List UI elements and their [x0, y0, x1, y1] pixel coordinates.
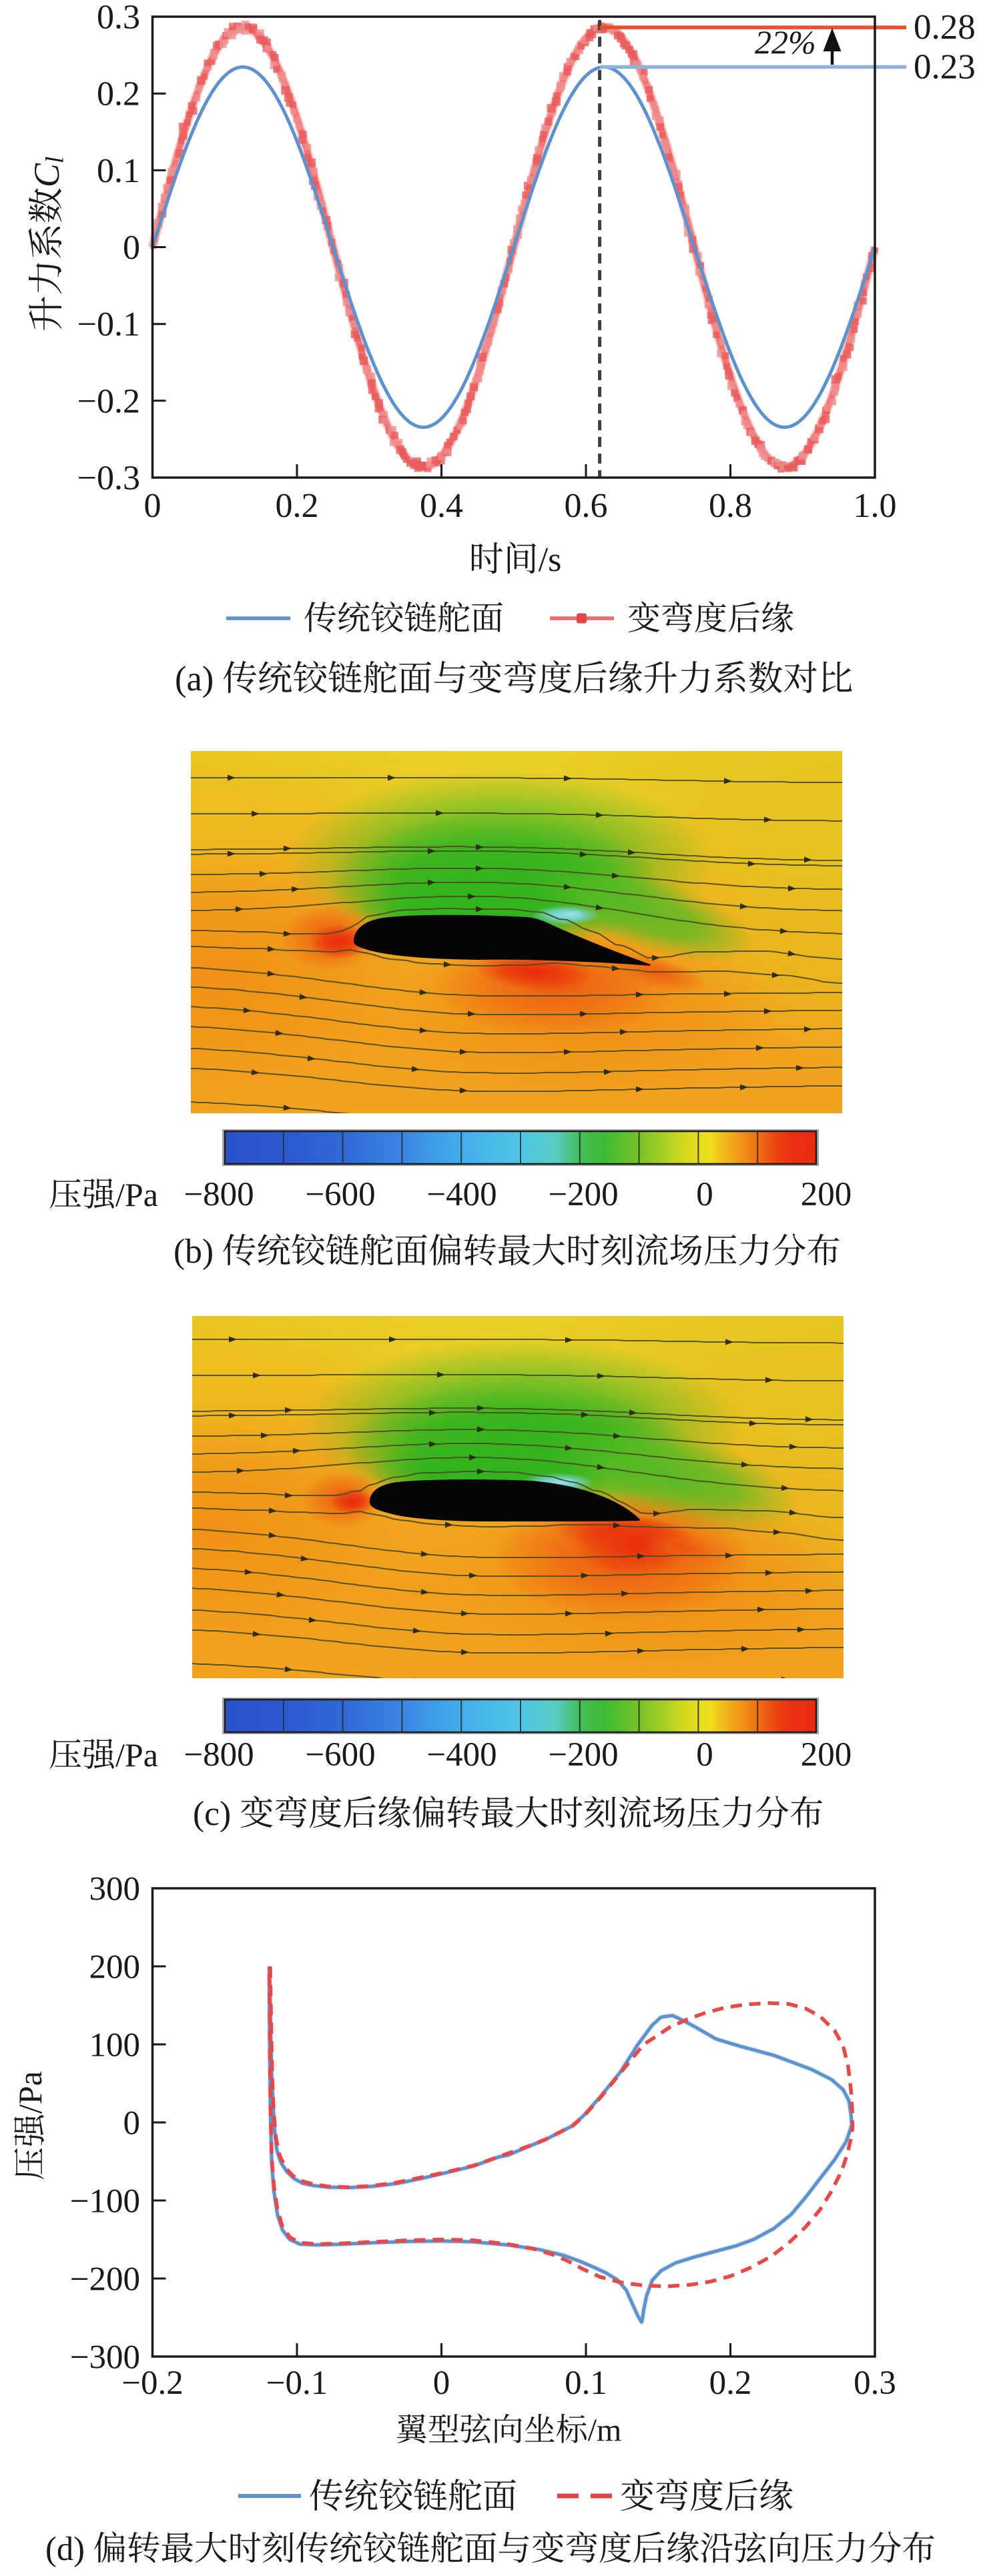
- svg-text:0.8: 0.8: [709, 487, 752, 525]
- svg-text:0.3: 0.3: [854, 2365, 896, 2402]
- svg-text:0.6: 0.6: [565, 487, 608, 525]
- svg-text:−400: −400: [426, 1736, 497, 1774]
- svg-text:200: 200: [801, 1176, 852, 1213]
- svg-text:0: 0: [696, 1176, 713, 1213]
- svg-text:(b): (b): [174, 1233, 214, 1271]
- svg-text:200: 200: [89, 1949, 141, 1986]
- svg-text:−100: −100: [70, 2183, 140, 2220]
- svg-text:C: C: [27, 163, 67, 187]
- svg-text:0.1: 0.1: [565, 2365, 607, 2402]
- svg-text:200: 200: [801, 1736, 852, 1774]
- svg-text:0: 0: [144, 487, 161, 525]
- svg-text:100: 100: [89, 2027, 141, 2064]
- svg-text:0.2: 0.2: [276, 487, 319, 525]
- svg-text:22%: 22%: [755, 23, 816, 61]
- svg-text:l: l: [41, 156, 69, 163]
- svg-text:/Pa: /Pa: [11, 2071, 49, 2114]
- svg-text:/Pa: /Pa: [115, 1736, 158, 1774]
- svg-text:−0.2: −0.2: [121, 2365, 184, 2402]
- svg-text:−600: −600: [305, 1736, 375, 1774]
- svg-text:0.2: 0.2: [709, 2365, 752, 2402]
- svg-text:0.2: 0.2: [97, 75, 140, 113]
- svg-text:/Pa: /Pa: [115, 1176, 158, 1213]
- svg-text:0.28: 0.28: [914, 8, 976, 47]
- svg-text:−400: −400: [426, 1176, 497, 1213]
- svg-text:(a): (a): [175, 660, 214, 698]
- svg-text:1.0: 1.0: [854, 487, 897, 525]
- svg-text:−0.2: −0.2: [77, 382, 140, 420]
- svg-text:−0.1: −0.1: [77, 305, 140, 344]
- svg-text:0.4: 0.4: [420, 487, 463, 525]
- svg-text:0: 0: [123, 2105, 141, 2142]
- svg-text:−600: −600: [305, 1176, 375, 1213]
- svg-text:0: 0: [123, 229, 140, 267]
- svg-text:0: 0: [433, 2365, 450, 2402]
- svg-text:/s: /s: [539, 541, 562, 579]
- svg-text:300: 300: [89, 1871, 141, 1908]
- svg-text:−200: −200: [70, 2261, 140, 2299]
- svg-text:−800: −800: [184, 1176, 254, 1213]
- svg-text:−200: −200: [548, 1736, 618, 1774]
- svg-text:0.3: 0.3: [97, 0, 140, 37]
- svg-text:0: 0: [696, 1736, 713, 1774]
- svg-text:−800: −800: [184, 1736, 254, 1774]
- svg-text:(c): (c): [193, 1795, 231, 1833]
- svg-text:/m: /m: [588, 2413, 622, 2448]
- svg-text:−200: −200: [548, 1176, 618, 1213]
- svg-text:0.23: 0.23: [914, 47, 976, 86]
- svg-text:0.1: 0.1: [97, 152, 140, 190]
- svg-text:(d): (d): [45, 2530, 85, 2567]
- svg-text:−0.3: −0.3: [77, 460, 140, 498]
- svg-text:−0.1: −0.1: [266, 2365, 328, 2402]
- svg-text:−300: −300: [70, 2339, 140, 2377]
